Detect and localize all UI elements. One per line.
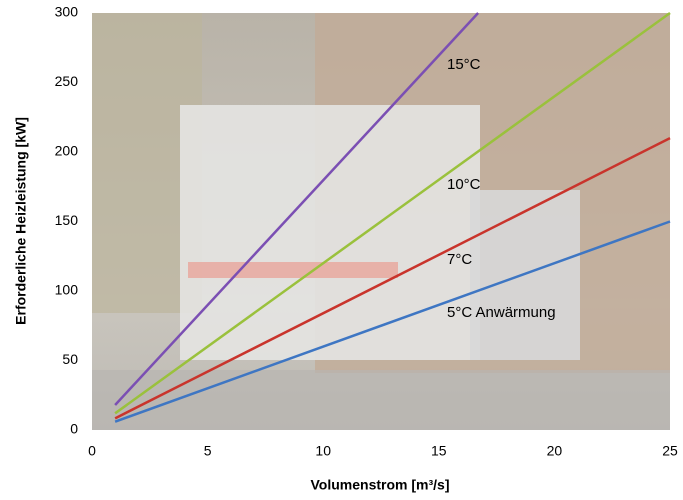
- series-label: 5°C Anwärmung: [447, 304, 556, 321]
- y-tick-label: 250: [55, 73, 79, 89]
- series-label: 7°C: [447, 251, 472, 268]
- y-tick-label: 150: [55, 212, 79, 228]
- series-label: 15°C: [447, 56, 481, 73]
- x-tick-label: 15: [431, 443, 447, 459]
- series-label: 10°C: [447, 176, 481, 193]
- series-line: [114, 220, 671, 423]
- series-line: [114, 11, 671, 415]
- y-axis-title: Erforderliche Heizleistung [kW]: [13, 117, 29, 325]
- series-line: [114, 12, 480, 406]
- y-tick-label: 100: [55, 282, 79, 298]
- x-tick-label: 25: [662, 443, 678, 459]
- series-line: [114, 136, 671, 420]
- x-tick-label: 20: [547, 443, 563, 459]
- x-tick-label: 5: [204, 443, 212, 459]
- x-tick-label: 0: [88, 443, 96, 459]
- y-tick-label: 200: [55, 143, 79, 159]
- y-tick-label: 50: [62, 351, 78, 367]
- y-tick-label: 0: [70, 421, 78, 437]
- x-tick-label: 10: [315, 443, 331, 459]
- y-tick-label: 300: [55, 4, 79, 20]
- x-axis-title: Volumenstrom [m³/s]: [311, 477, 450, 493]
